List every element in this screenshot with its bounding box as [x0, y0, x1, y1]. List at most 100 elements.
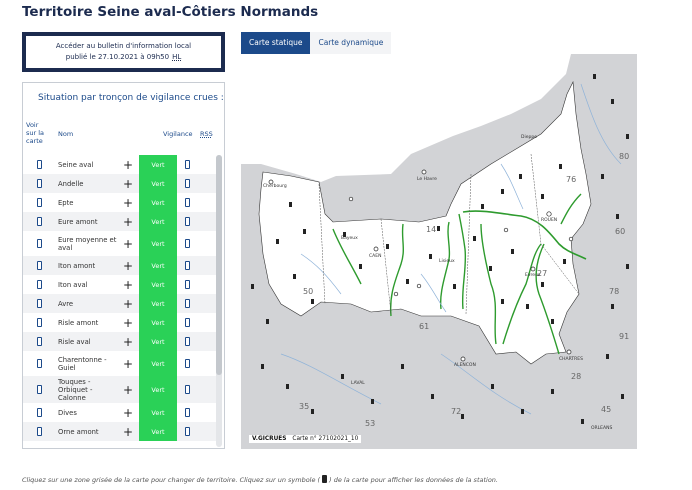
river-orne [389, 223, 405, 317]
vigilance-level-badge: Vert [139, 313, 177, 332]
expand-plus-icon[interactable]: + [122, 424, 134, 439]
voir-sur-carte-icon[interactable] [23, 359, 55, 368]
header-vigilance: Vigilance [163, 130, 193, 138]
troncon-row[interactable]: Orne amont + Vert [23, 422, 216, 441]
voir-sur-carte-icon[interactable] [23, 179, 55, 188]
vigilance-level-badge: Vert [139, 294, 177, 313]
vigilance-level-badge: Vert [139, 256, 177, 275]
territory-map[interactable]: 76 14 27 61 50 28 35 53 72 45 91 78 60 8… [241, 54, 637, 449]
rss-icon[interactable] [181, 231, 193, 256]
voir-sur-carte-icon[interactable] [23, 261, 55, 270]
dept-27: 27 [537, 269, 547, 278]
stamp-ref: Carte n° 27102021_10 [292, 436, 359, 442]
troncon-name: Eure moyenne et aval [58, 235, 117, 252]
voir-sur-carte-icon[interactable] [23, 160, 55, 169]
dept-28: 28 [571, 372, 581, 381]
bulletin-link[interactable]: Accéder au bulletin d'information local … [22, 32, 225, 72]
troncon-row[interactable]: Risle aval + Vert [23, 332, 216, 351]
troncon-row[interactable]: Andelle + Vert [23, 174, 216, 193]
voir-sur-carte-icon[interactable] [23, 337, 55, 346]
troncon-row[interactable]: Dives + Vert [23, 403, 216, 422]
voir-sur-carte-icon[interactable] [23, 280, 55, 289]
voir-sur-carte-icon[interactable] [23, 299, 55, 308]
troncon-row[interactable]: Iton amont + Vert [23, 256, 216, 275]
rss-icon[interactable] [181, 256, 193, 275]
expand-plus-icon[interactable]: + [122, 296, 134, 311]
bulletin-box[interactable]: Accéder au bulletin d'information local … [26, 36, 221, 68]
troncon-row[interactable]: Iton aval + Vert [23, 275, 216, 294]
troncon-row[interactable]: Charentonne - Guiel + Vert [23, 351, 216, 376]
territory-area[interactable] [258, 80, 592, 365]
expand-plus-icon[interactable]: + [122, 176, 134, 191]
place-caen: CAEN [369, 253, 381, 259]
expand-plus-icon[interactable]: + [122, 236, 134, 251]
rss-icon[interactable] [181, 212, 193, 231]
expand-plus-icon[interactable]: + [122, 157, 134, 172]
tab-carte-dynamique[interactable]: Carte dynamique [310, 32, 392, 54]
place-chartres: CHARTRES [559, 356, 583, 362]
dept-50: 50 [303, 287, 313, 296]
station-symbols[interactable] [251, 74, 629, 424]
river-minor-5 [440, 353, 532, 415]
troncon-name: Dives [58, 408, 77, 417]
vigilance-level-badge: Vert [139, 275, 177, 294]
expand-plus-icon[interactable]: + [122, 214, 134, 229]
rss-icon[interactable] [181, 193, 193, 212]
vigilance-level-badge: Vert [139, 332, 177, 351]
place-labels: Cherbourg Le Havre ROUEN CAEN Evreux CHA… [263, 134, 612, 431]
voir-sur-carte-icon[interactable] [23, 385, 55, 394]
rss-icon[interactable] [181, 294, 193, 313]
voir-sur-carte-icon[interactable] [23, 427, 55, 436]
tab-carte-statique[interactable]: Carte statique [241, 32, 311, 54]
expand-plus-icon[interactable]: + [122, 258, 134, 273]
troncon-row[interactable]: Risle amont + Vert [23, 313, 216, 332]
place-orleans: ORLEANS [591, 425, 612, 431]
voir-sur-carte-icon[interactable] [23, 239, 55, 248]
voir-sur-carte-icon[interactable] [23, 217, 55, 226]
scrollbar-thumb[interactable] [216, 155, 222, 375]
troncon-row[interactable]: Seine aval + Vert [23, 155, 216, 174]
rss-icon[interactable] [181, 313, 193, 332]
troncon-row[interactable]: Eure moyenne et aval + Vert [23, 231, 216, 256]
troncon-row[interactable]: Avre + Vert [23, 294, 216, 313]
troncon-row[interactable]: Epte + Vert [23, 193, 216, 212]
department-labels: 76 14 27 61 50 28 35 53 72 45 91 78 60 8… [299, 152, 629, 428]
river-minor-3 [420, 273, 447, 313]
rss-icon[interactable] [181, 155, 193, 174]
rss-icon[interactable] [181, 174, 193, 193]
expand-plus-icon[interactable]: + [122, 315, 134, 330]
expand-plus-icon[interactable]: + [122, 356, 134, 371]
place-laval: LAVAL [351, 380, 365, 386]
troncon-name: Orne amont [58, 427, 99, 436]
header-rss[interactable]: RSS [200, 130, 213, 138]
dept-80: 80 [619, 152, 629, 161]
rss-icon[interactable] [181, 376, 193, 403]
vigilance-level-badge: Vert [139, 351, 177, 376]
river-minor-1 [300, 253, 342, 295]
panel-title: Situation par tronçon de vigilance crues… [38, 93, 224, 103]
river-minor-4 [280, 353, 382, 405]
voir-sur-carte-icon[interactable] [23, 318, 55, 327]
expand-plus-icon[interactable]: + [122, 277, 134, 292]
expand-plus-icon[interactable]: + [122, 405, 134, 420]
expand-plus-icon[interactable]: + [122, 382, 134, 397]
voir-sur-carte-icon[interactable] [23, 408, 55, 417]
troncon-row[interactable]: Eure amont + Vert [23, 212, 216, 231]
rss-icon[interactable] [181, 403, 193, 422]
expand-plus-icon[interactable]: + [122, 195, 134, 210]
panel-scrollbar[interactable] [216, 155, 222, 447]
rss-icon[interactable] [181, 422, 193, 441]
dept-45: 45 [601, 405, 611, 414]
rss-icon[interactable] [181, 275, 193, 294]
expand-plus-icon[interactable]: + [122, 334, 134, 349]
voir-sur-carte-icon[interactable] [23, 198, 55, 207]
river-risle [480, 223, 497, 345]
troncon-row[interactable]: Touques - Orbiquet - Calonne + Vert [23, 376, 216, 403]
vigilance-level-badge: Vert [139, 193, 177, 212]
rss-icon[interactable] [181, 351, 193, 376]
rss-icon[interactable] [181, 332, 193, 351]
map-svg[interactable]: 76 14 27 61 50 28 35 53 72 45 91 78 60 8… [241, 54, 637, 449]
dept-35: 35 [299, 402, 309, 411]
vigilance-level-badge: Vert [139, 403, 177, 422]
city-markers [268, 169, 574, 362]
